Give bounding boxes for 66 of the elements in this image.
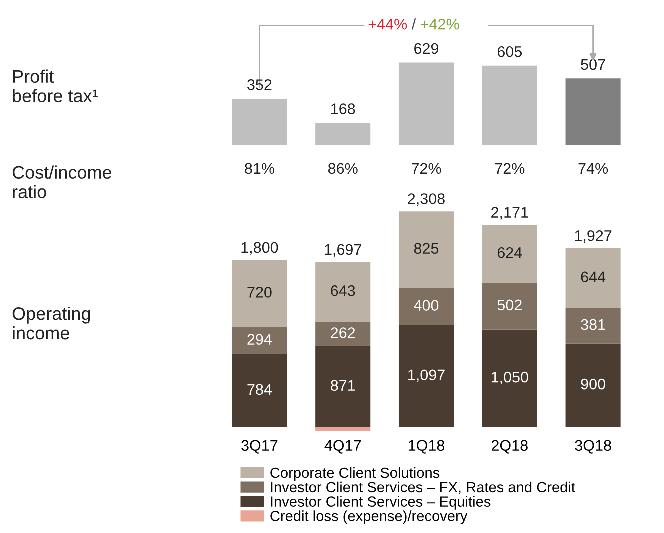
data-label: 262 <box>331 328 356 338</box>
bar <box>232 354 288 428</box>
text: 72% <box>412 163 442 174</box>
data-label: 168 <box>332 104 356 114</box>
legend-label: Investor Client Services – Equities <box>271 496 491 510</box>
text: / <box>412 18 416 30</box>
bar <box>482 66 538 145</box>
data-label: 644 <box>581 272 606 283</box>
data-label: 352 <box>248 80 272 90</box>
y-axis-title: Operating income <box>12 306 90 340</box>
data-label: 624 <box>498 247 522 258</box>
data-label: 720 <box>248 287 272 298</box>
annotation: 2,171 <box>492 207 528 220</box>
annotation: 1,800 <box>242 242 278 255</box>
data-label: 629 <box>414 43 439 54</box>
data-label: 605 <box>498 46 522 58</box>
legend-label: Investor Client Services – FX, Rates and Credit <box>271 482 576 494</box>
bar <box>232 260 288 328</box>
text: 2,308 <box>408 194 445 206</box>
bar <box>316 346 371 428</box>
text: 72% <box>495 163 525 174</box>
bar <box>398 212 454 288</box>
bar <box>316 322 371 346</box>
bar <box>398 62 454 145</box>
x-tick-label: 3Q18 <box>575 440 612 454</box>
annotation: 1,697 <box>325 244 362 257</box>
x-tick-label: 3Q17 <box>242 440 278 454</box>
legend-label: Credit loss (expense)/recovery <box>270 510 468 524</box>
bar <box>482 225 538 284</box>
data-label: 871 <box>331 380 356 392</box>
bar <box>482 283 538 330</box>
x-tick-label: 2Q18 <box>492 440 528 454</box>
bar <box>566 344 621 428</box>
bar <box>316 123 371 145</box>
bar <box>232 327 288 355</box>
data-label: 1,097 <box>408 370 445 382</box>
x-tick-label: 1Q18 <box>408 440 445 454</box>
text: 86% <box>328 163 358 174</box>
bar <box>316 262 371 322</box>
data-label: 400 <box>414 300 439 311</box>
y-axis-title: Profit before tax¹ <box>13 70 98 103</box>
data-label: 381 <box>581 319 606 330</box>
text: +44% <box>368 19 408 30</box>
text: 74% <box>578 163 608 174</box>
text: Cost/income ratio <box>12 166 112 198</box>
data-label: 507 <box>581 59 606 70</box>
x-tick-label: 4Q17 <box>324 440 362 454</box>
bar <box>316 427 371 432</box>
text: +42% <box>421 18 460 30</box>
data-label: 502 <box>498 300 522 311</box>
data-label: 1,050 <box>492 372 528 385</box>
legend-label: Corporate Client Solutions <box>270 467 440 482</box>
data-label: 294 <box>248 334 272 345</box>
bar <box>566 78 621 145</box>
bar <box>232 98 288 145</box>
text: 81% <box>245 163 274 174</box>
data-label: 643 <box>331 286 356 296</box>
bar <box>566 308 621 344</box>
annotation: 1,927 <box>575 230 612 244</box>
bar <box>482 330 538 428</box>
bar <box>398 288 454 326</box>
data-label: 784 <box>248 384 272 396</box>
bar <box>566 248 621 308</box>
data-label: 825 <box>414 243 439 254</box>
bar <box>398 325 454 428</box>
data-label: 900 <box>581 378 606 390</box>
